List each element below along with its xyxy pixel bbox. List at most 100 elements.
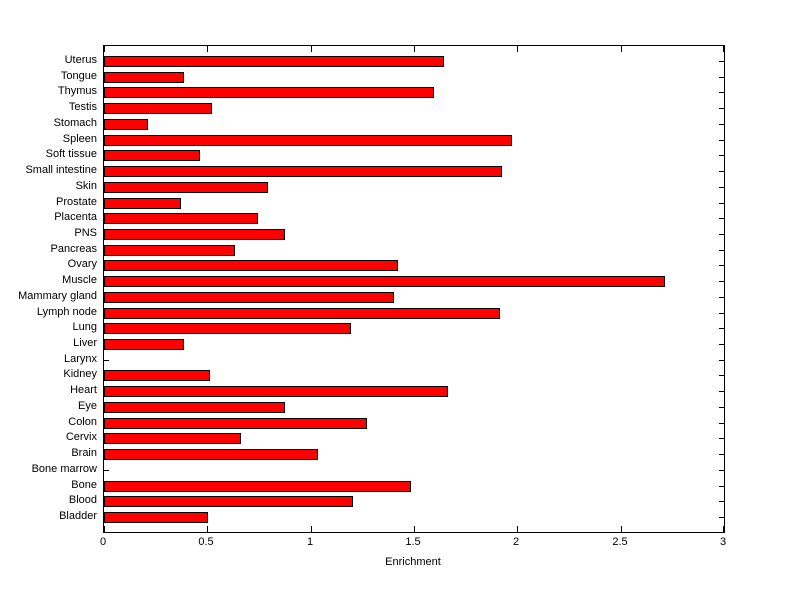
y-tick bbox=[719, 171, 724, 172]
bar-mammary-gland bbox=[104, 292, 394, 303]
category-label: Muscle bbox=[62, 274, 97, 286]
category-label: Brain bbox=[71, 447, 97, 459]
bar-muscle bbox=[104, 276, 665, 287]
bar-prostate bbox=[104, 198, 181, 209]
y-tick bbox=[719, 140, 724, 141]
y-tick bbox=[719, 187, 724, 188]
category-label: Thymus bbox=[57, 85, 97, 97]
bar-placenta bbox=[104, 213, 258, 224]
category-label: Bone marrow bbox=[31, 463, 97, 475]
y-tick bbox=[719, 92, 724, 93]
y-tick bbox=[719, 501, 724, 502]
y-tick bbox=[719, 313, 724, 314]
x-tick bbox=[517, 46, 518, 52]
x-tick-label: 1.5 bbox=[405, 536, 421, 548]
category-label: Stomach bbox=[53, 117, 97, 129]
y-tick bbox=[719, 360, 724, 361]
y-tick bbox=[719, 391, 724, 392]
category-label: Eye bbox=[78, 400, 97, 412]
x-tick-label: 0 bbox=[99, 536, 107, 548]
y-tick bbox=[104, 470, 109, 471]
category-label: Lung bbox=[72, 321, 97, 333]
category-label: Heart bbox=[70, 384, 97, 396]
x-tick bbox=[207, 526, 208, 532]
bar-thymus bbox=[104, 87, 434, 98]
bar-tongue bbox=[104, 72, 184, 83]
bar-heart bbox=[104, 386, 448, 397]
x-tick-label: 3 bbox=[719, 536, 727, 548]
y-tick bbox=[719, 454, 724, 455]
x-tick bbox=[621, 46, 622, 52]
bar-cervix bbox=[104, 433, 241, 444]
category-label: Kidney bbox=[63, 368, 97, 380]
bar-eye bbox=[104, 402, 285, 413]
y-tick bbox=[719, 297, 724, 298]
y-tick bbox=[719, 407, 724, 408]
category-label: Spleen bbox=[62, 133, 97, 145]
y-tick bbox=[719, 423, 724, 424]
bar-colon bbox=[104, 418, 367, 429]
y-tick bbox=[719, 470, 724, 471]
category-label: Tongue bbox=[60, 70, 97, 82]
bar-pancreas bbox=[104, 245, 235, 256]
x-tick-label: 1 bbox=[306, 536, 314, 548]
bar-testis bbox=[104, 103, 212, 114]
category-label: Uterus bbox=[64, 54, 97, 66]
bar-bladder bbox=[104, 512, 208, 523]
y-tick bbox=[719, 486, 724, 487]
category-label: Ovary bbox=[67, 258, 97, 270]
y-tick bbox=[719, 250, 724, 251]
x-tick bbox=[104, 46, 105, 52]
bar-kidney bbox=[104, 370, 210, 381]
y-tick bbox=[719, 281, 724, 282]
y-tick bbox=[719, 375, 724, 376]
y-tick bbox=[719, 234, 724, 235]
x-tick bbox=[207, 46, 208, 52]
y-tick bbox=[719, 328, 724, 329]
category-label: Cervix bbox=[65, 431, 97, 443]
category-label: Blood bbox=[68, 494, 97, 506]
bar-ovary bbox=[104, 260, 398, 271]
bar-stomach bbox=[104, 119, 148, 130]
y-tick bbox=[719, 203, 724, 204]
x-tick-label: 2 bbox=[512, 536, 520, 548]
y-tick bbox=[104, 360, 109, 361]
category-label: Larynx bbox=[63, 353, 97, 365]
x-tick bbox=[311, 46, 312, 52]
category-label: Testis bbox=[68, 101, 97, 113]
category-label: Placenta bbox=[54, 211, 97, 223]
category-label: Pancreas bbox=[50, 243, 97, 255]
category-label: Bladder bbox=[59, 510, 97, 522]
category-label: Prostate bbox=[56, 196, 97, 208]
bar-liver bbox=[104, 339, 184, 350]
x-tick bbox=[723, 526, 724, 532]
x-tick bbox=[621, 526, 622, 532]
y-tick bbox=[719, 218, 724, 219]
y-tick bbox=[719, 265, 724, 266]
bar-lymph-node bbox=[104, 308, 500, 319]
x-axis-title: Enrichment bbox=[385, 556, 441, 568]
bar-soft-tissue bbox=[104, 150, 200, 161]
bar-uterus bbox=[104, 56, 444, 67]
category-label: Colon bbox=[68, 416, 97, 428]
y-tick bbox=[719, 155, 724, 156]
y-tick bbox=[719, 124, 724, 125]
x-tick bbox=[723, 46, 724, 52]
category-label: Lymph node bbox=[36, 306, 97, 318]
x-tick-label: 0.5 bbox=[198, 536, 214, 548]
bar-lung bbox=[104, 323, 351, 334]
category-label: Soft tissue bbox=[45, 148, 97, 160]
bar-blood bbox=[104, 496, 353, 507]
bar-pns bbox=[104, 229, 285, 240]
bar-skin bbox=[104, 182, 268, 193]
x-tick bbox=[414, 46, 415, 52]
category-label: Small intestine bbox=[25, 164, 97, 176]
x-tick bbox=[311, 526, 312, 532]
x-tick bbox=[517, 526, 518, 532]
plot-area bbox=[103, 45, 725, 533]
y-tick bbox=[719, 438, 724, 439]
bar-brain bbox=[104, 449, 318, 460]
y-tick bbox=[719, 61, 724, 62]
category-label: Bone bbox=[71, 479, 97, 491]
category-label: Liver bbox=[73, 337, 97, 349]
